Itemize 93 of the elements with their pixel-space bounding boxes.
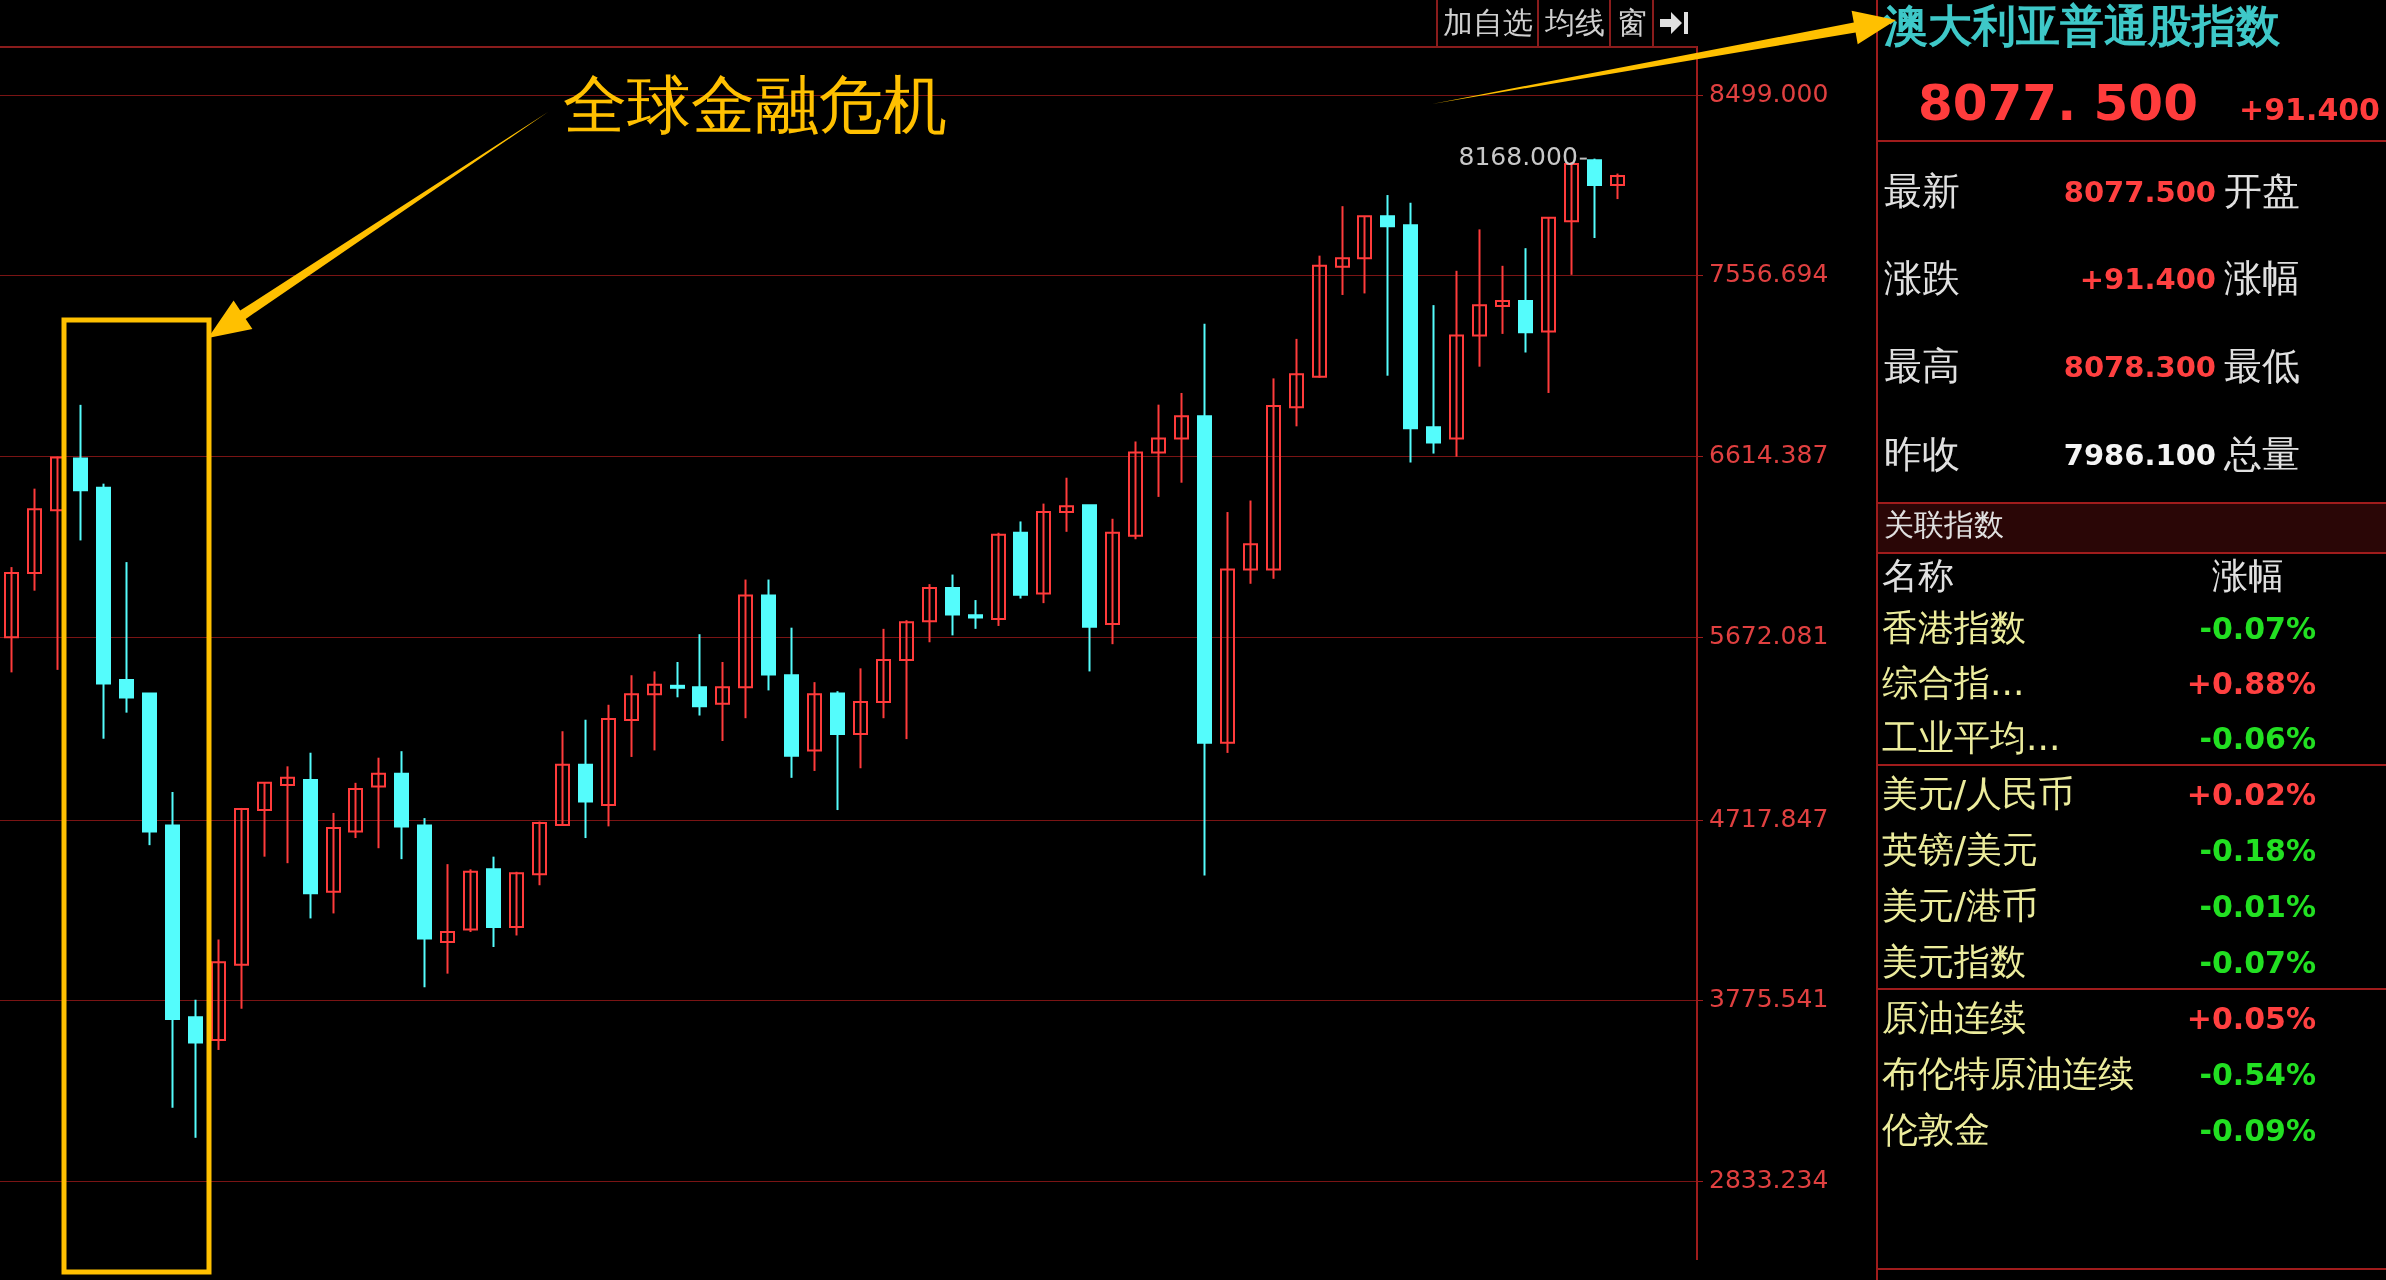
candlestick (1128, 440, 1143, 541)
text: 英镑/美元 (1882, 829, 2039, 870)
candlestick (853, 667, 868, 770)
text: 涨幅 (2224, 256, 2300, 300)
text: -0.54% (2199, 1057, 2316, 1092)
text: +91.400 (2079, 262, 2216, 296)
candlestick (1266, 377, 1281, 580)
text: 开盘 (2224, 169, 2300, 213)
text: -0.06% (2199, 721, 2316, 756)
candlestick (211, 938, 226, 1051)
text: 关联指数 (1884, 507, 2004, 542)
text: +0.02% (2186, 777, 2316, 812)
text: 昨收 (1884, 432, 1960, 476)
annotation: 8168.000 (1458, 142, 1578, 172)
candlestick (1610, 172, 1625, 201)
text: 香港指数 (1882, 607, 2026, 648)
candlestick (371, 756, 386, 850)
text: 美元/人民币 (1882, 773, 2075, 814)
text: 加自选 (1436, 0, 1538, 46)
candlestick (1495, 264, 1510, 335)
candlestick (509, 870, 524, 937)
candlestick (1174, 391, 1189, 484)
candlestick (1243, 499, 1258, 585)
candlestick (463, 868, 478, 934)
y-tick-label: 3775.541 (1709, 984, 1829, 1014)
candlestick (532, 820, 547, 887)
text: 美元指数 (1882, 941, 2026, 982)
text: 伦敦金 (1882, 1109, 1990, 1150)
candlestick (899, 619, 914, 741)
annotation: 全球金融危机 (563, 67, 947, 144)
candlestick (807, 681, 822, 772)
candlestick (1335, 205, 1350, 296)
text: 澳大利亚普通股指数 (1884, 0, 2280, 51)
candlestick (922, 583, 937, 644)
text: -0.07% (2199, 611, 2316, 646)
candlestick (1472, 228, 1487, 368)
candlestick (1449, 269, 1464, 458)
y-tick-label: 7556.694 (1709, 259, 1829, 289)
text: 7986.100 (2063, 438, 2216, 472)
candlestick (1036, 502, 1051, 605)
y-tick-label: 6614.387 (1709, 440, 1829, 470)
candlestick (601, 703, 616, 828)
candlestick (1105, 517, 1120, 646)
y-tick-label: 5672.081 (1709, 620, 1829, 650)
text: 工业平均... (1882, 717, 2061, 758)
text: -0.09% (2199, 1113, 2316, 1148)
candlestick (991, 531, 1006, 627)
y-tick-label: 8499.000 (1709, 78, 1829, 108)
candlestick (440, 863, 455, 975)
text: 最低 (2224, 344, 2300, 388)
y-tick-label: 2833.234 (1709, 1165, 1829, 1195)
candlestick (1541, 216, 1556, 394)
text: 窗 (1609, 0, 1653, 46)
text: 总量 (2224, 432, 2300, 476)
candlestick (348, 781, 363, 840)
candlestick (1289, 337, 1304, 428)
text: -0.18% (2199, 833, 2316, 868)
text: 美元/港币 (1882, 885, 2039, 926)
text: 布伦特原油连续 (1882, 1053, 2134, 1094)
candlestick (876, 627, 891, 720)
text: 8078.300 (2063, 350, 2216, 384)
candlestick (1059, 476, 1074, 533)
candlestick (1312, 254, 1327, 379)
text: 综合指... (1882, 662, 2025, 703)
text: 8077.500 (2063, 175, 2216, 209)
candlestick (326, 811, 341, 915)
text: -0.01% (2199, 889, 2316, 924)
text: -0.07% (2199, 945, 2316, 980)
y-tick-label: 4717.847 (1709, 803, 1829, 833)
candlestick (280, 765, 295, 865)
text: +0.88% (2186, 666, 2316, 701)
text: 8077. 500 (1918, 74, 2198, 132)
text: 涨跌 (1884, 256, 1960, 300)
candlestick (715, 661, 730, 743)
candlestick (27, 487, 42, 592)
text: 最新 (1884, 169, 1960, 213)
candlestick (1357, 215, 1372, 295)
text: 涨幅 (2212, 555, 2284, 596)
candlestick (647, 670, 662, 752)
text: 名称 (1882, 555, 1954, 596)
candlestick (4, 566, 19, 674)
candlestick (624, 674, 639, 758)
candlestick (1151, 403, 1166, 498)
text: 均线 (1537, 0, 1610, 46)
text: +0.05% (2186, 1001, 2316, 1036)
text: +91.400 (2239, 92, 2380, 127)
candlestick (555, 730, 570, 827)
text: 原油连续 (1882, 997, 2026, 1038)
candlestick (257, 781, 272, 858)
candlestick (1220, 511, 1235, 754)
candlestick (738, 578, 753, 720)
candlestick (234, 806, 249, 1010)
text: 最高 (1884, 344, 1960, 388)
